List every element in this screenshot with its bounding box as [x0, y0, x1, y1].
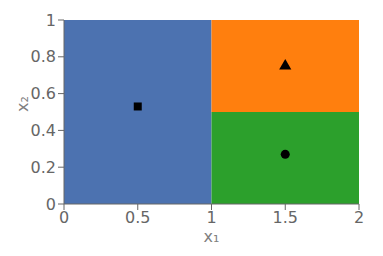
svg-text:x₁: x₁ [204, 227, 220, 246]
svg-text:0: 0 [59, 208, 69, 227]
svg-text:0: 0 [46, 195, 56, 214]
svg-text:0.8: 0.8 [31, 47, 56, 66]
svg-text:1.5: 1.5 [273, 208, 298, 227]
svg-text:0.5: 0.5 [125, 208, 150, 227]
svg-text:1: 1 [46, 11, 56, 30]
svg-text:0.6: 0.6 [31, 84, 56, 103]
svg-text:1: 1 [206, 208, 216, 227]
svg-text:0.4: 0.4 [31, 121, 56, 140]
svg-text:0.2: 0.2 [31, 158, 56, 177]
svg-text:2: 2 [354, 208, 364, 227]
svg-text:x₂: x₂ [13, 96, 32, 112]
